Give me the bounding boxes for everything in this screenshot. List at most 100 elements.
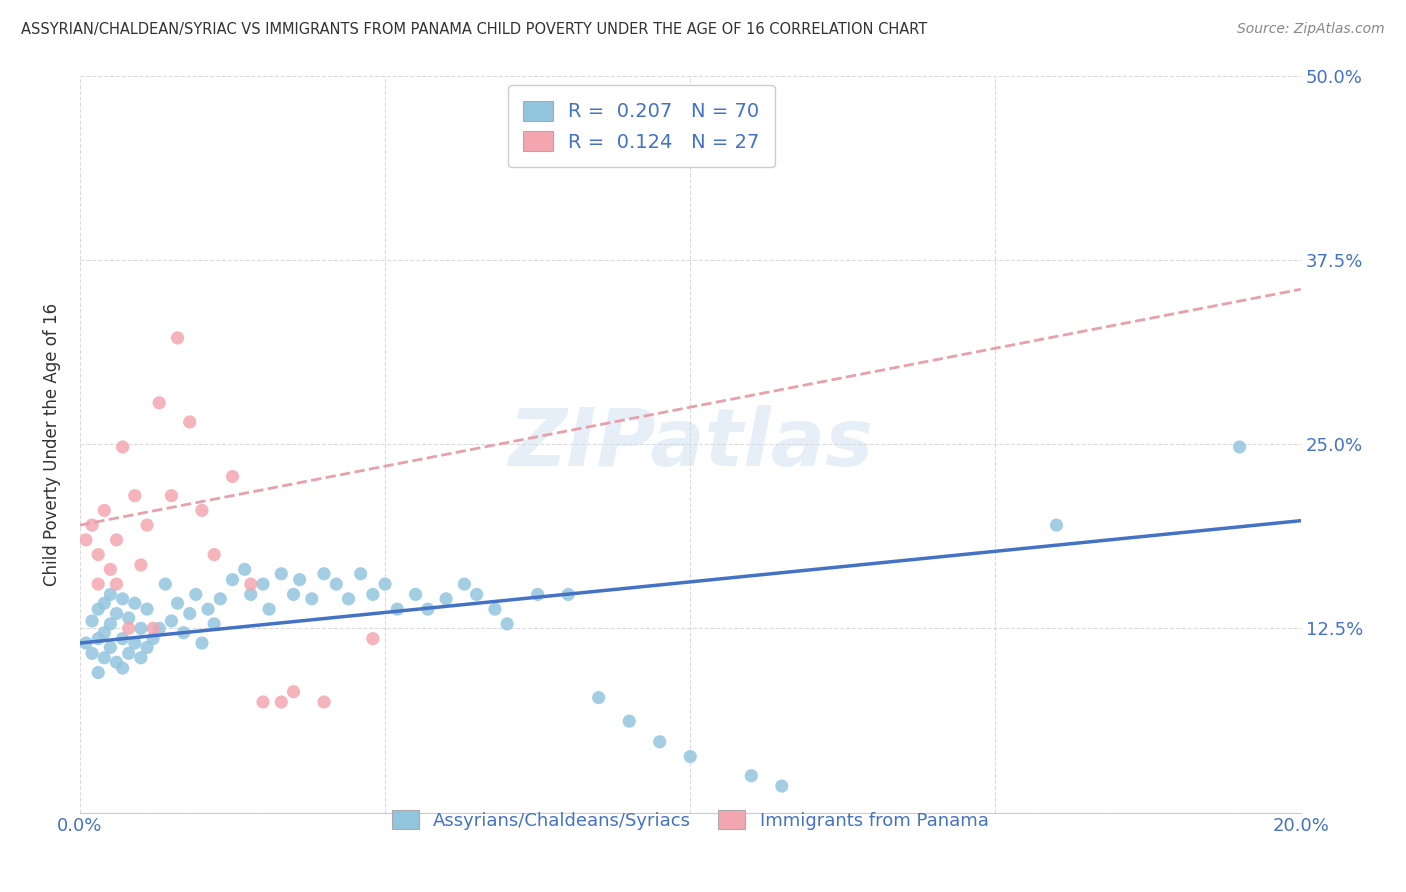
Point: [136, 518, 159, 533]
Point: [111, 440, 134, 454]
Point: [93, 650, 115, 665]
Point: [160, 489, 183, 503]
Point: [312, 695, 335, 709]
Text: Source: ZipAtlas.com: Source: ZipAtlas.com: [1237, 22, 1385, 37]
Point: [173, 625, 195, 640]
Point: [87, 577, 110, 591]
Point: [148, 621, 170, 635]
Point: [166, 596, 188, 610]
Text: ZIPatlas: ZIPatlas: [508, 405, 873, 483]
Point: [325, 577, 347, 591]
Point: [136, 640, 159, 655]
Point: [197, 602, 219, 616]
Point: [105, 577, 128, 591]
Point: [770, 779, 793, 793]
Point: [312, 566, 335, 581]
Point: [75, 636, 97, 650]
Point: [87, 602, 110, 616]
Point: [129, 650, 152, 665]
Point: [160, 614, 183, 628]
Point: [209, 591, 232, 606]
Point: [100, 616, 122, 631]
Point: [239, 587, 262, 601]
Point: [129, 621, 152, 635]
Point: [111, 661, 134, 675]
Point: [252, 695, 274, 709]
Point: [105, 607, 128, 621]
Point: [526, 587, 548, 601]
Point: [1045, 518, 1067, 533]
Legend: Assyrians/Chaldeans/Syriacs, Immigrants from Panama: Assyrians/Chaldeans/Syriacs, Immigrants …: [377, 796, 1004, 844]
Point: [75, 533, 97, 547]
Point: [118, 621, 141, 635]
Point: [557, 587, 579, 601]
Point: [142, 621, 165, 635]
Point: [136, 602, 159, 616]
Point: [87, 632, 110, 646]
Point: [118, 611, 141, 625]
Point: [105, 655, 128, 669]
Point: [118, 646, 141, 660]
Point: [105, 533, 128, 547]
Point: [288, 573, 311, 587]
Point: [202, 616, 225, 631]
Point: [496, 616, 519, 631]
Point: [80, 614, 103, 628]
Point: [80, 518, 103, 533]
Text: ASSYRIAN/CHALDEAN/SYRIAC VS IMMIGRANTS FROM PANAMA CHILD POVERTY UNDER THE AGE O: ASSYRIAN/CHALDEAN/SYRIAC VS IMMIGRANTS F…: [21, 22, 928, 37]
Point: [129, 558, 152, 572]
Point: [465, 587, 488, 601]
Point: [374, 577, 396, 591]
Point: [270, 566, 292, 581]
Point: [679, 749, 702, 764]
Point: [233, 562, 256, 576]
Point: [239, 577, 262, 591]
Point: [111, 632, 134, 646]
Point: [124, 489, 146, 503]
Point: [87, 665, 110, 680]
Point: [93, 625, 115, 640]
Point: [191, 503, 214, 517]
Point: [484, 602, 506, 616]
Point: [387, 602, 409, 616]
Point: [100, 640, 122, 655]
Point: [221, 573, 243, 587]
Point: [588, 690, 610, 705]
Point: [166, 331, 188, 345]
Point: [179, 415, 201, 429]
Point: [184, 587, 207, 601]
Point: [434, 591, 457, 606]
Point: [405, 587, 427, 601]
Point: [93, 503, 115, 517]
Point: [453, 577, 475, 591]
Point: [100, 587, 122, 601]
Point: [619, 714, 641, 728]
Point: [202, 548, 225, 562]
Point: [283, 684, 305, 698]
Point: [191, 636, 214, 650]
Point: [100, 562, 122, 576]
Point: [87, 548, 110, 562]
Point: [155, 577, 177, 591]
Y-axis label: Child Poverty Under the Age of 16: Child Poverty Under the Age of 16: [44, 302, 60, 586]
Point: [142, 632, 165, 646]
Point: [740, 769, 762, 783]
Point: [80, 646, 103, 660]
Point: [270, 695, 292, 709]
Point: [93, 596, 115, 610]
Point: [221, 469, 243, 483]
Point: [124, 596, 146, 610]
Point: [301, 591, 323, 606]
Point: [350, 566, 373, 581]
Point: [648, 735, 671, 749]
Point: [252, 577, 274, 591]
Point: [283, 587, 305, 601]
Point: [361, 587, 384, 601]
Point: [124, 636, 146, 650]
Point: [179, 607, 201, 621]
Point: [111, 591, 134, 606]
Point: [416, 602, 439, 616]
Point: [148, 396, 170, 410]
Point: [1229, 440, 1251, 454]
Point: [337, 591, 360, 606]
